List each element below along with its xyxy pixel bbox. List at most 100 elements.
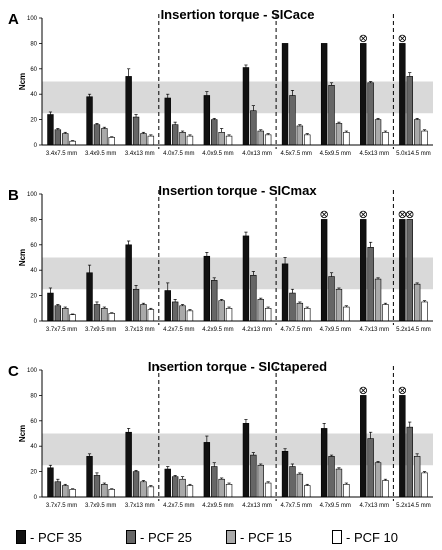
x-tick-label: 5.2x14.5 mm [396, 503, 431, 509]
bar-pcf-15-4-0x7-5-mm [179, 132, 186, 146]
legend-label-pcf10: - PCF 10 [346, 529, 399, 545]
bar-pcf-10-4-7x7-5-mm [304, 307, 311, 322]
bar-pcf-10-4-0x9-5-mm [225, 135, 233, 146]
legend-item-pcf35: - PCF 35 [16, 529, 82, 545]
max-torque-icon [359, 34, 367, 43]
max-torque-cross [321, 211, 327, 217]
bar-pcf-10-3-7x7-5-mm [69, 314, 76, 322]
bar-pcf-35-3-7x13-mm [125, 244, 132, 322]
bar-pcf-15-4-7x9-5-mm [335, 288, 343, 322]
bar-pcf-15-3-7x13-mm [140, 304, 147, 322]
bar-pcf-35-4-2x13-mm [242, 423, 250, 498]
bar-pcf-25-4-2x7-5-mm [171, 301, 179, 322]
max-torque-cross [360, 211, 366, 217]
chart-title: Insertion torque - SICmax [158, 183, 317, 198]
bar-pcf-10-4-5x13-mm [382, 132, 389, 146]
bar-pcf-35-3-7x13-mm [125, 431, 132, 498]
y-tick-label: 0 [34, 319, 38, 325]
bar-pcf-25-4-7x9-5-mm [328, 456, 335, 498]
x-tick-label: 4.0x13 mm [242, 151, 272, 157]
panel-letter: C [8, 363, 19, 380]
legend-swatch-pcf25 [126, 530, 136, 544]
bar-pcf-15-3-4x9-5-mm [101, 128, 108, 146]
bar-pcf-15-4-7x9-5-mm [335, 468, 343, 498]
bar-pcf-35-4-0x9-5-mm [203, 95, 211, 146]
bar-pcf-35-4-5x9-5-mm [320, 43, 328, 146]
bar-pcf-15-4-2x7-5-mm [179, 305, 186, 322]
bar-pcf-15-3-7x7-5-mm [62, 485, 69, 498]
bar-pcf-25-4-0x13-mm [250, 110, 257, 146]
x-tick-label: 4.2x13 mm [242, 327, 272, 333]
x-tick-label: 4.7x9.5 mm [320, 327, 351, 333]
bar-pcf-35-3-4x9-5-mm [86, 96, 93, 146]
legend-item-pcf25: - PCF 25 [126, 529, 192, 545]
y-tick-label: 40 [30, 268, 37, 274]
bar-pcf-15-5-0x14-5-mm [413, 119, 421, 146]
max-torque-icon [320, 210, 328, 219]
bar-pcf-15-4-2x9-5-mm [218, 300, 225, 322]
reference-band [42, 433, 433, 466]
bar-pcf-35-3-7x7-5-mm [47, 467, 54, 498]
bar-pcf-15-4-2x9-5-mm [218, 478, 225, 498]
max-torque-icon [398, 34, 407, 43]
bar-pcf-15-3-7x13-mm [140, 481, 147, 498]
bar-pcf-10-5-2x14-5-mm [421, 472, 428, 498]
bar-pcf-25-3-7x9-5-mm [93, 475, 101, 498]
x-tick-label: 3.7x7.5 mm [46, 503, 77, 509]
y-axis-label: Ncm [18, 249, 27, 266]
bar-pcf-35-3-4x13-mm [125, 76, 132, 146]
x-tick-label: 3.4x7.5 mm [46, 151, 77, 157]
y-axis-label: Ncm [18, 425, 27, 442]
x-tick-label: 3.7x9.5 mm [85, 503, 116, 509]
max-torque-cross [407, 211, 413, 217]
max-torque-cross [360, 387, 366, 393]
bar-pcf-25-4-7x7-5-mm [289, 292, 296, 322]
bar-pcf-35-4-7x9-5-mm [320, 219, 328, 322]
bar-pcf-35-5-2x14-5-mm [399, 395, 406, 498]
max-torque-icon [406, 210, 414, 219]
y-tick-label: 80 [30, 393, 37, 399]
bar-pcf-15-3-4x13-mm [140, 133, 147, 146]
bar-pcf-15-4-0x9-5-mm [218, 132, 225, 146]
bar-pcf-25-4-7x7-5-mm [289, 466, 296, 498]
bar-pcf-15-4-2x7-5-mm [179, 478, 186, 498]
bar-pcf-35-5-2x14-5-mm [399, 219, 406, 322]
bar-pcf-35-4-7x7-5-mm [281, 450, 289, 498]
bar-pcf-15-4-2x13-mm [257, 464, 264, 498]
bar-pcf-10-3-4x9-5-mm [108, 137, 115, 146]
bar-pcf-25-3-7x7-5-mm [54, 481, 62, 498]
x-tick-label: 4.5x7.5 mm [280, 151, 311, 157]
x-tick-label: 4.5x9.5 mm [320, 151, 351, 157]
max-torque-icon [359, 210, 367, 219]
panel-letter: A [8, 11, 19, 28]
bar-pcf-15-4-5x13-mm [374, 119, 382, 146]
bar-pcf-10-4-7x13-mm [382, 304, 389, 322]
bar-pcf-35-3-7x7-5-mm [47, 292, 54, 322]
bar-pcf-25-4-2x9-5-mm [211, 280, 218, 322]
y-tick-label: 60 [30, 243, 37, 249]
x-tick-label: 4.7x7.5 mm [280, 503, 311, 509]
bar-pcf-25-3-4x13-mm [132, 116, 140, 146]
bar-pcf-15-3-4x7-5-mm [62, 133, 69, 146]
bar-pcf-35-4-7x13-mm [360, 219, 367, 322]
bar-pcf-35-4-2x7-5-mm [164, 290, 171, 322]
max-torque-cross [399, 35, 405, 41]
x-tick-label: 4.2x9.5 mm [202, 327, 233, 333]
max-torque-icon [359, 386, 367, 395]
x-tick-label: 3.7x13 mm [125, 503, 155, 509]
y-tick-label: 60 [30, 67, 37, 73]
bar-pcf-10-3-4x7-5-mm [69, 140, 76, 146]
bar-pcf-10-4-7x7-5-mm [304, 485, 311, 498]
bar-pcf-15-4-0x13-mm [257, 130, 264, 146]
y-tick-label: 100 [27, 16, 38, 22]
x-tick-label: 3.7x9.5 mm [85, 327, 116, 333]
bar-pcf-35-4-2x13-mm [242, 235, 250, 322]
y-tick-label: 60 [30, 419, 37, 425]
y-tick-label: 100 [27, 368, 38, 374]
max-torque-cross [360, 35, 366, 41]
legend-swatch-pcf15 [226, 530, 236, 544]
bar-pcf-25-4-7x9-5-mm [328, 276, 335, 322]
bar-pcf-35-4-2x7-5-mm [164, 468, 171, 498]
bar-pcf-25-3-4x9-5-mm [93, 124, 101, 146]
bar-pcf-25-5-0x14-5-mm [406, 76, 413, 146]
